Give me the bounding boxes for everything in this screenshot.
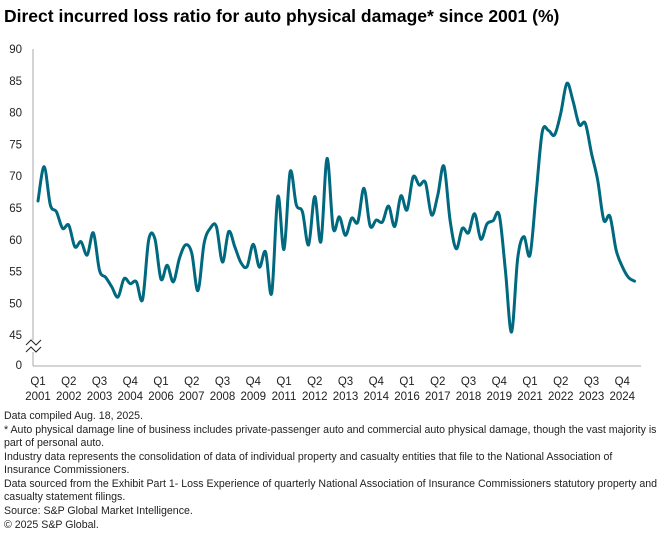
x-tick-year: 2002 [56, 391, 82, 403]
x-tick-year: 2003 [87, 391, 113, 403]
y-tick-label: 45 [9, 330, 22, 342]
x-tick-quarter: Q2 [430, 376, 445, 388]
x-tick-year: 2022 [548, 391, 574, 403]
axis-break-icon [24, 339, 44, 353]
x-tick-year: 2004 [117, 391, 143, 403]
x-tick-quarter: Q3 [584, 376, 599, 388]
data-points [37, 83, 635, 333]
x-tick-quarter: Q1 [522, 376, 537, 388]
x-tick-quarter: Q4 [492, 376, 508, 388]
x-tick-year: 2013 [333, 391, 359, 403]
note-industry: Industry data represents the consolidati… [4, 451, 613, 476]
x-tick-quarter: Q2 [61, 376, 76, 388]
x-tick-quarter: Q4 [615, 376, 631, 388]
x-tick-year: 2008 [210, 391, 236, 403]
x-tick-year: 2016 [394, 391, 420, 403]
y-tick-label: 70 [9, 171, 22, 183]
x-tick-quarter: Q4 [123, 376, 139, 388]
x-tick-year: 2021 [517, 391, 543, 403]
chart-title: Direct incurred loss ratio for auto phys… [4, 6, 560, 26]
y-tick-label: 50 [9, 298, 22, 310]
y-tick-label: 90 [9, 44, 22, 56]
x-tick-year: 2001 [25, 391, 51, 403]
x-tick-quarter: Q1 [399, 376, 414, 388]
note-definition: * Auto physical damage line of business … [4, 424, 657, 449]
series-line [36, 81, 637, 334]
note-compiled: Data compiled Aug. 18, 2025. [4, 410, 143, 422]
x-tick-year: 2024 [609, 391, 635, 403]
x-tick-year: 2018 [456, 391, 482, 403]
y-tick-label: 75 [9, 139, 22, 151]
x-tick-quarter: Q1 [30, 376, 45, 388]
x-tick-quarter: Q4 [369, 376, 385, 388]
x-tick-year: 2017 [425, 391, 451, 403]
footnotes: Data compiled Aug. 18, 2025. * Auto phys… [4, 410, 659, 533]
y-tick-label: 65 [9, 203, 22, 215]
x-tick-quarter: Q3 [215, 376, 230, 388]
x-tick-year: 2007 [179, 391, 205, 403]
y-tick-label: 60 [9, 235, 22, 247]
x-tick-year: 2019 [486, 391, 512, 403]
x-tick-year: 2023 [579, 391, 605, 403]
x-tick-quarter: Q4 [246, 376, 262, 388]
x-tick-quarter: Q2 [553, 376, 568, 388]
x-tick-year: 2012 [302, 391, 328, 403]
x-tick-quarter: Q3 [92, 376, 107, 388]
y-tick-label: 55 [9, 267, 22, 279]
y-tick-label: 80 [9, 108, 22, 120]
y-axis: 0 45 50 55 60 65 70 75 80 85 90 [9, 44, 22, 372]
x-tick-year: 2006 [148, 391, 174, 403]
note-data-source: Data sourced from the Exhibit Part 1- Lo… [4, 478, 658, 503]
line-chart: 0 45 50 55 60 65 70 75 80 85 90 Q1 2001 Q2 2002 Q3 2003… [9, 44, 641, 403]
x-tick-year: 2009 [240, 391, 266, 403]
note-source: Source: S&P Global Market Intelligence. [4, 505, 193, 517]
x-tick-year: 2014 [363, 391, 389, 403]
y-tick-label: 85 [9, 76, 22, 88]
y-tick-label: 0 [16, 360, 22, 372]
x-tick-quarter: Q1 [276, 376, 291, 388]
x-tick-quarter: Q3 [338, 376, 353, 388]
x-tick-quarter: Q2 [307, 376, 322, 388]
x-axis: Q1 2001 Q2 2002 Q3 2003 Q4 2004 Q1 2006 Q2 2007 Q3 20… [25, 376, 635, 403]
x-tick-quarter: Q1 [153, 376, 168, 388]
note-copyright: © 2025 S&P Global. [4, 519, 99, 531]
x-tick-quarter: Q2 [184, 376, 199, 388]
x-tick-year: 2011 [272, 391, 297, 403]
x-tick-quarter: Q3 [461, 376, 476, 388]
